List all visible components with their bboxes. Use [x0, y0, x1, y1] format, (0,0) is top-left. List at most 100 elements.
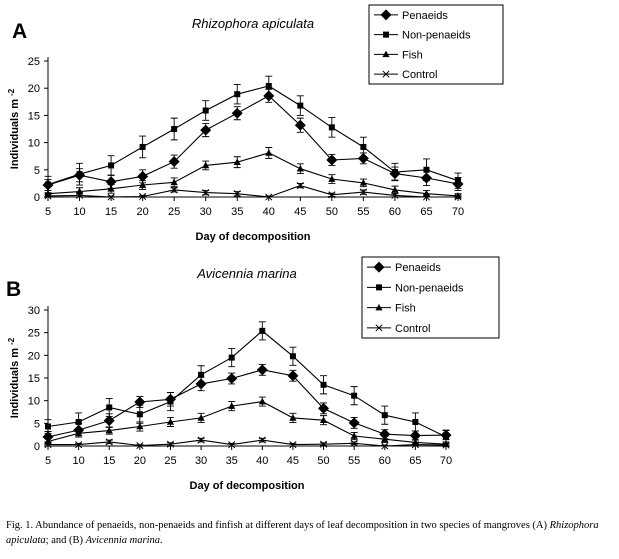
data-point-control [107, 193, 115, 201]
data-point-non-penaeids [136, 411, 143, 418]
data-point-fish [105, 426, 113, 434]
data-point-fish [233, 158, 241, 165]
legend-label-non-penaeids: Non-penaeids [395, 282, 464, 294]
caption-species-b: Avicennia marina [85, 535, 160, 546]
y-tick-label: 0 [34, 192, 40, 204]
data-point-penaeids [326, 154, 338, 166]
series-control [44, 182, 462, 201]
data-point-control [422, 193, 431, 201]
x-tick-label: 50 [326, 206, 338, 218]
data-point-non-penaeids [381, 412, 388, 419]
data-point-non-penaeids [328, 124, 335, 131]
x-tick-label: 60 [389, 206, 401, 218]
data-point-control [139, 192, 147, 201]
y-tick-label: 0 [34, 441, 40, 453]
series-control [44, 436, 450, 450]
data-point-fish [258, 397, 266, 405]
x-tick-label: 30 [195, 455, 207, 467]
data-point-penaeids [379, 428, 391, 440]
data-point-control [350, 439, 358, 447]
data-point-non-penaeids [234, 91, 241, 98]
x-tick-label: 25 [164, 455, 176, 467]
data-point-control [381, 442, 389, 450]
data-point-penaeids [256, 364, 268, 376]
x-tick-label: 65 [409, 455, 421, 467]
x-tick-label: 40 [256, 455, 268, 467]
data-point-non-penaeids [320, 381, 327, 388]
data-point-control [44, 441, 52, 449]
data-point-penaeids [42, 431, 54, 443]
y-axis-label-text: Individuals m [9, 96, 21, 169]
x-tick-label: 70 [440, 455, 452, 467]
chart-title: Avicennia marina [196, 266, 296, 281]
x-tick-label: 25 [168, 206, 180, 218]
legend-label-fish: Fish [395, 303, 416, 315]
data-point-control [228, 441, 236, 449]
x-tick-label: 35 [226, 455, 238, 467]
x-tick-label: 10 [72, 455, 84, 467]
data-point-control [105, 438, 113, 446]
legend-label-penaeids: Penaeids [402, 10, 448, 22]
data-point-fish [265, 149, 273, 156]
data-point-fish [139, 181, 147, 188]
data-point-non-penaeids [289, 353, 296, 360]
data-point-fish [44, 189, 52, 197]
data-point-penaeids [348, 417, 360, 429]
data-point-control [319, 440, 328, 448]
legend-marker-fish [382, 50, 390, 58]
legend-label-penaeids: Penaeids [395, 262, 441, 274]
data-point-fish [166, 418, 175, 425]
data-point-penaeids [168, 156, 180, 168]
data-point-penaeids [409, 430, 421, 442]
series-line-control [47, 185, 458, 198]
caption-species-a: Rhizophora apiculata [6, 520, 599, 546]
data-point-non-penaeids [455, 177, 461, 184]
y-tick-label: 5 [34, 165, 40, 177]
data-point-fish [381, 435, 389, 442]
data-point-control [170, 186, 178, 194]
data-point-fish [202, 161, 210, 169]
x-tick-label: 45 [287, 455, 299, 467]
data-point-non-penaeids [351, 392, 358, 399]
chart-title: Rhizophora apiculata [192, 16, 314, 31]
data-point-control [233, 190, 241, 198]
data-point-control [359, 188, 367, 196]
data-point-non-penaeids [108, 162, 115, 169]
data-point-control [75, 191, 84, 199]
legend-marker-penaeids [373, 261, 385, 273]
y-axis-label-superscript: -2 [7, 88, 16, 96]
x-axis-label: Day of decomposition [196, 231, 311, 243]
x-tick-label: 50 [317, 455, 329, 467]
series-line-control [48, 439, 447, 447]
y-tick-label: 10 [28, 396, 40, 408]
x-tick-label: 20 [136, 206, 148, 218]
data-point-non-penaeids [228, 354, 235, 361]
series-penaeids [42, 88, 464, 191]
legend-box [361, 256, 500, 339]
data-point-fish [319, 416, 328, 423]
data-point-penaeids [103, 415, 115, 427]
data-point-control [202, 189, 210, 197]
legend-box [368, 4, 504, 85]
legend-marker-non-penaeids [383, 31, 389, 38]
x-tick-label: 55 [357, 206, 369, 218]
legend-label-fish: Fish [402, 49, 423, 61]
data-point-control [75, 441, 83, 449]
caption-suffix: . [160, 535, 163, 546]
data-point-fish [228, 402, 236, 409]
y-axis-label: Individuals m -2 [7, 337, 21, 418]
panel-label: A [12, 20, 27, 43]
legend-marker-fish [375, 303, 383, 311]
y-tick-label: 25 [28, 56, 40, 68]
x-tick-label: 55 [348, 455, 360, 467]
data-point-non-penaeids [45, 181, 51, 188]
x-tick-label: 5 [45, 206, 51, 218]
data-point-control [442, 441, 450, 449]
data-point-control [454, 193, 462, 201]
data-point-fish [136, 422, 144, 430]
data-point-non-penaeids [139, 143, 146, 150]
series-non-penaeids [44, 321, 450, 445]
x-tick-label: 5 [45, 455, 51, 467]
x-tick-label: 40 [263, 206, 275, 218]
